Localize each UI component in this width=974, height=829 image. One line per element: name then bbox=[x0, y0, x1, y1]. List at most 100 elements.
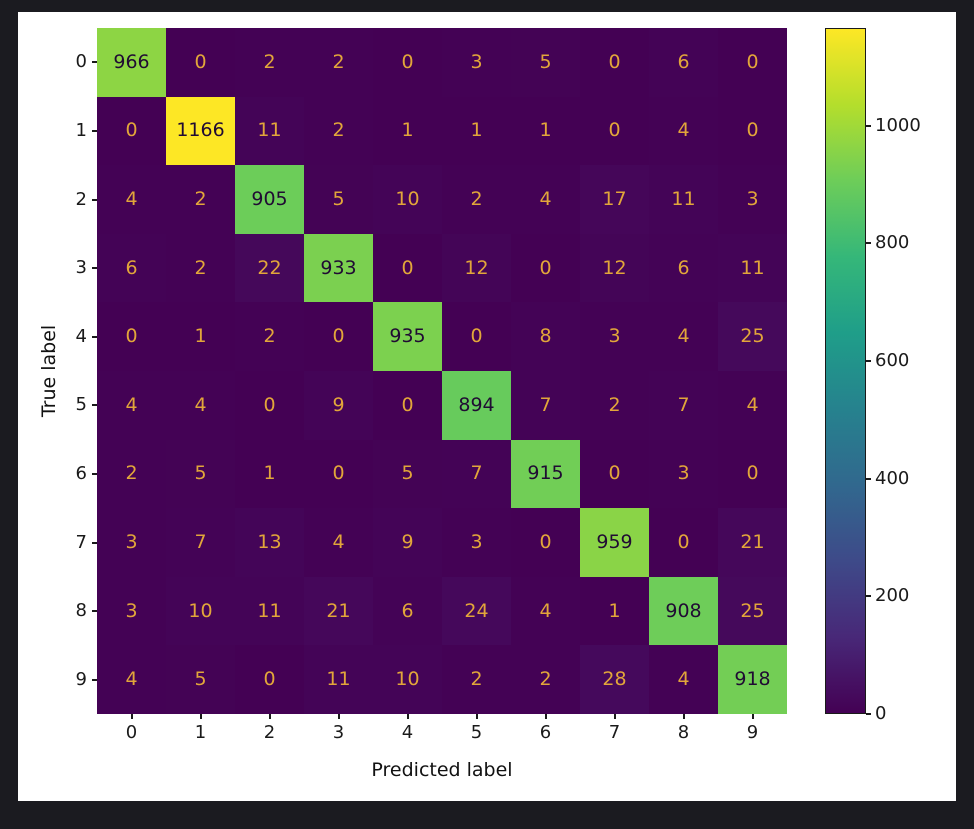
matrix-cell: 6 bbox=[97, 233, 166, 303]
matrix-cell: 8 bbox=[511, 302, 580, 371]
matrix-cell: 918 bbox=[718, 645, 787, 714]
x-tick-mark bbox=[130, 714, 133, 719]
matrix-cell: 0 bbox=[718, 96, 787, 166]
colorbar-tick-mark bbox=[866, 713, 871, 715]
matrix-cell: 966 bbox=[97, 28, 166, 97]
matrix-cell: 3 bbox=[649, 439, 718, 509]
x-tick-mark bbox=[406, 714, 409, 719]
matrix-cell: 0 bbox=[442, 302, 511, 371]
colorbar-tick-mark bbox=[866, 124, 871, 127]
matrix-cell: 4 bbox=[511, 165, 580, 234]
x-tick-mark bbox=[199, 714, 202, 719]
matrix-cell: 3 bbox=[442, 28, 511, 97]
colorbar-tick-mark bbox=[866, 595, 871, 598]
x-tick-label: 0 bbox=[125, 722, 138, 743]
matrix-cell: 0 bbox=[649, 508, 718, 577]
matrix-cell: 21 bbox=[304, 576, 373, 646]
matrix-cell: 3 bbox=[580, 302, 649, 371]
x-tick-label: 2 bbox=[263, 722, 276, 743]
matrix-cell: 17 bbox=[580, 165, 649, 234]
matrix-cell: 25 bbox=[718, 576, 787, 646]
colorbar-tick-label: 200 bbox=[875, 585, 910, 607]
x-tick-label: 3 bbox=[332, 722, 345, 743]
matrix-cell: 9 bbox=[304, 370, 373, 440]
y-tick-label: 6 bbox=[75, 462, 87, 484]
matrix-cell: 7 bbox=[649, 370, 718, 440]
matrix-cell: 3 bbox=[97, 508, 166, 577]
matrix-cell: 11 bbox=[235, 96, 304, 166]
matrix-cell: 0 bbox=[97, 96, 166, 166]
matrix-cell: 10 bbox=[373, 165, 442, 234]
matrix-cell: 13 bbox=[235, 508, 304, 577]
matrix-cell: 10 bbox=[166, 576, 235, 646]
matrix-cell: 7 bbox=[511, 370, 580, 440]
x-tick-mark bbox=[544, 714, 547, 719]
matrix-cell: 1 bbox=[580, 576, 649, 646]
matrix-cell: 0 bbox=[511, 508, 580, 577]
y-tick-label: 8 bbox=[75, 600, 87, 622]
y-tick-mark bbox=[92, 198, 97, 201]
matrix-cell: 959 bbox=[580, 508, 649, 577]
y-tick-mark bbox=[92, 472, 97, 475]
matrix-cell: 0 bbox=[166, 28, 235, 97]
matrix-cell: 2 bbox=[511, 645, 580, 714]
matrix-cell: 2 bbox=[166, 165, 235, 234]
matrix-cell: 0 bbox=[373, 233, 442, 303]
matrix-cell: 5 bbox=[373, 439, 442, 509]
y-tick-label: 5 bbox=[75, 394, 87, 416]
matrix-cell: 5 bbox=[304, 165, 373, 234]
y-tick-mark bbox=[92, 335, 97, 338]
matrix-cell: 0 bbox=[97, 302, 166, 371]
y-tick-mark bbox=[92, 404, 97, 407]
matrix-cell: 11 bbox=[235, 576, 304, 646]
matrix-cell: 2 bbox=[166, 233, 235, 303]
y-tick-label: 7 bbox=[75, 531, 87, 553]
matrix-cell: 1 bbox=[373, 96, 442, 166]
matrix-cell: 2 bbox=[442, 645, 511, 714]
matrix-cell: 915 bbox=[511, 439, 580, 509]
matrix-cell: 0 bbox=[235, 370, 304, 440]
matrix-cell: 10 bbox=[373, 645, 442, 714]
y-tick-mark bbox=[92, 129, 97, 132]
y-tick-mark bbox=[92, 610, 97, 613]
matrix-cell: 3 bbox=[97, 576, 166, 646]
colorbar-tick-label: 0 bbox=[875, 703, 887, 724]
colorbar-tick-mark bbox=[866, 477, 871, 480]
matrix-cell: 1 bbox=[442, 96, 511, 166]
matrix-cell: 25 bbox=[718, 302, 787, 371]
y-tick-label: 9 bbox=[75, 668, 87, 690]
matrix-cell: 22 bbox=[235, 233, 304, 303]
matrix-cell: 0 bbox=[511, 233, 580, 303]
matrix-cell: 12 bbox=[580, 233, 649, 303]
matrix-cell: 0 bbox=[304, 439, 373, 509]
colorbar-tick-mark bbox=[866, 242, 871, 245]
matrix-cell: 0 bbox=[580, 28, 649, 97]
matrix-cell: 4 bbox=[166, 370, 235, 440]
confusion-matrix-grid: 966 0 2 2 0 3 5 0 6 0 0 1166 11 2 1 1 1 0 4 0 4 2 905 5 10 2 4 17 11… bbox=[97, 28, 787, 714]
figure-canvas: True label 966 0 2 2 0 3 5 0 6 0 0 1166 11 2 1 1 1 0 4 0 4 2 9… bbox=[18, 12, 956, 801]
matrix-cell: 1 bbox=[235, 439, 304, 509]
y-tick-label: 1 bbox=[75, 119, 87, 141]
colorbar-tick-mark bbox=[866, 360, 871, 362]
matrix-cell: 935 bbox=[373, 302, 442, 371]
matrix-cell: 4 bbox=[718, 370, 787, 440]
matrix-cell: 2 bbox=[97, 439, 166, 509]
matrix-cell: 7 bbox=[166, 508, 235, 577]
matrix-cell: 0 bbox=[235, 645, 304, 714]
matrix-cell: 0 bbox=[718, 439, 787, 509]
matrix-cell: 6 bbox=[649, 233, 718, 303]
matrix-cell: 0 bbox=[373, 28, 442, 97]
colorbar-tick-label: 1000 bbox=[875, 114, 921, 136]
matrix-cell: 2 bbox=[304, 96, 373, 166]
matrix-cell: 4 bbox=[97, 165, 166, 234]
x-tick-label: 7 bbox=[608, 722, 621, 743]
y-tick-mark bbox=[92, 267, 97, 270]
matrix-cell: 5 bbox=[166, 439, 235, 509]
colorbar-tick-label: 600 bbox=[875, 350, 910, 371]
y-tick-mark bbox=[92, 61, 97, 64]
matrix-cell: 28 bbox=[580, 645, 649, 714]
matrix-cell: 1 bbox=[166, 302, 235, 371]
x-tick-label: 8 bbox=[677, 722, 690, 743]
x-tick-mark bbox=[682, 714, 685, 719]
